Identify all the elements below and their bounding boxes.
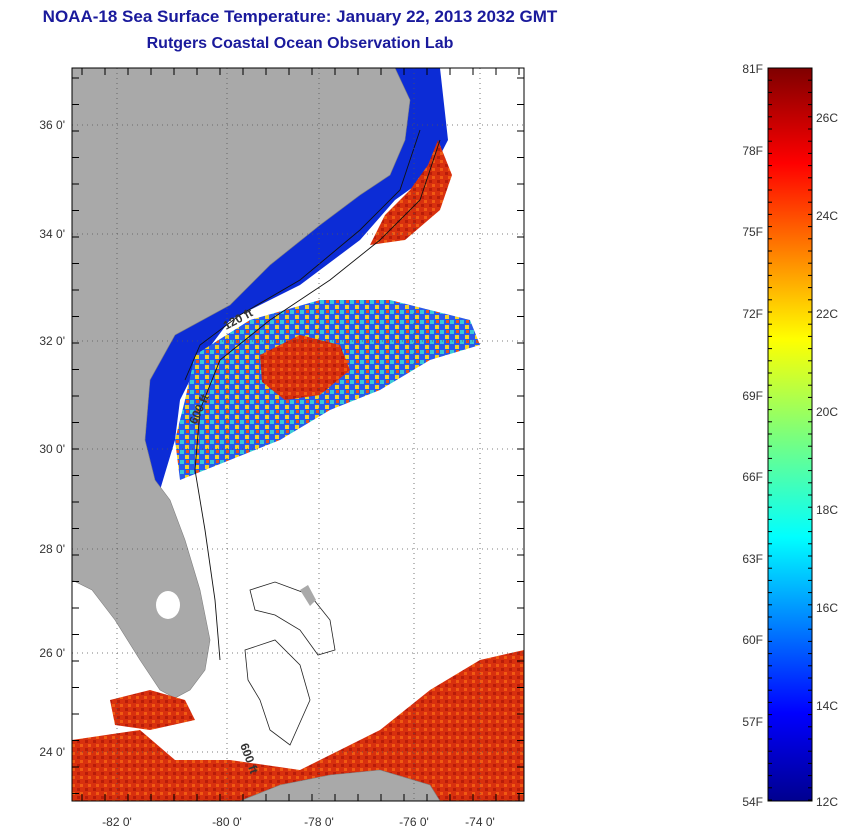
colorbar-f-label: 75F xyxy=(742,225,763,239)
colorbar-f-label: 54F xyxy=(742,795,763,809)
colorbar-c-label: 20C xyxy=(816,405,838,419)
colorbar-fahrenheit-labels: 81F 78F 75F 72F 69F 66F 63F 60F 57F 54F xyxy=(742,62,763,809)
colorbar xyxy=(767,67,813,802)
colorbar-c-label: 26C xyxy=(816,111,838,125)
lat-tick-label: 26 0' xyxy=(39,646,65,660)
bahamas-island xyxy=(300,585,316,606)
isobath-600ft xyxy=(194,139,441,661)
colorbar-c-label: 12C xyxy=(816,795,838,809)
map-frame xyxy=(71,67,525,802)
warm-eddy xyxy=(260,335,350,400)
colorbar-f-label: 81F xyxy=(742,62,763,76)
lat-tick-label: 28 0' xyxy=(39,542,65,556)
colorbar-c-label: 18C xyxy=(816,503,838,517)
colorbar-celsius-labels: 26C 24C 22C 20C 18C 16C 14C 12C xyxy=(816,111,838,809)
longitude-labels: -82 0' -80 0' -78 0' -76 0' -74 0' xyxy=(102,815,495,829)
lat-tick-label: 30 0' xyxy=(39,442,65,456)
colorbar-c-label: 14C xyxy=(816,699,838,713)
warm-water-keys xyxy=(110,690,195,730)
colorbar-c-label: 24C xyxy=(816,209,838,223)
latitude-labels: 36 0' 34 0' 32 0' 30 0' 28 0' 26 0' 24 0… xyxy=(39,118,65,759)
land-cuba xyxy=(239,769,441,801)
bahamas-bank-south xyxy=(244,639,311,746)
warm-water-south xyxy=(72,650,524,801)
colorbar-f-label: 72F xyxy=(742,307,763,321)
mixed-water-region xyxy=(175,300,480,480)
map-layers xyxy=(72,68,524,801)
colorbar-f-label: 69F xyxy=(742,389,763,403)
colorbar-c-label: 22C xyxy=(816,307,838,321)
map-subtitle: Rutgers Coastal Ocean Observation Lab xyxy=(146,35,454,52)
colorbar-ticks xyxy=(768,67,812,801)
lon-tick-label: -80 0' xyxy=(212,815,242,829)
colorbar-f-label: 63F xyxy=(742,552,763,566)
map-grid xyxy=(72,68,524,801)
map-tick-marks xyxy=(72,68,524,801)
colorbar-f-label: 57F xyxy=(742,715,763,729)
colorbar-f-label: 78F xyxy=(742,144,763,158)
colorbar-c-label: 16C xyxy=(816,601,838,615)
lon-tick-label: -82 0' xyxy=(102,815,132,829)
lat-tick-label: 24 0' xyxy=(39,745,65,759)
lat-tick-label: 34 0' xyxy=(39,227,65,241)
colorbar-f-label: 60F xyxy=(742,633,763,647)
lat-tick-label: 32 0' xyxy=(39,334,65,348)
lake-okeechobee xyxy=(156,591,180,619)
bahamas-bank-north xyxy=(249,581,336,656)
lon-tick-label: -78 0' xyxy=(304,815,334,829)
land-mainland xyxy=(72,68,411,699)
lat-tick-label: 36 0' xyxy=(39,118,65,132)
colorbar-f-label: 66F xyxy=(742,470,763,484)
lon-tick-label: -74 0' xyxy=(465,815,495,829)
cold-water-region xyxy=(135,68,448,490)
lon-tick-label: -76 0' xyxy=(399,815,429,829)
isobath-120ft xyxy=(184,129,421,381)
map-title: NOAA-18 Sea Surface Temperature: January… xyxy=(42,7,558,26)
